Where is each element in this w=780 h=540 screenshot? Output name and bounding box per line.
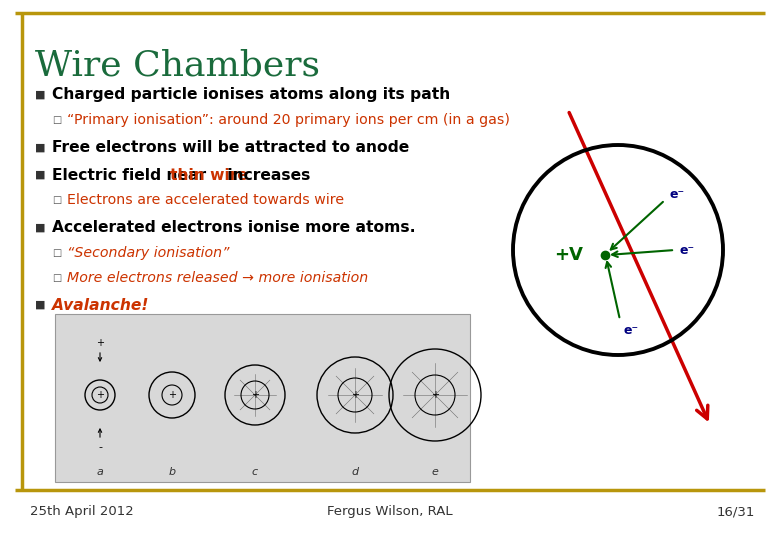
Text: 16/31: 16/31 bbox=[717, 505, 755, 518]
Text: “Secondary ionisation”: “Secondary ionisation” bbox=[67, 246, 229, 260]
Text: +: + bbox=[96, 390, 104, 400]
Text: Charged particle ionises atoms along its path: Charged particle ionises atoms along its… bbox=[52, 87, 450, 103]
Text: +V: +V bbox=[554, 246, 583, 264]
Text: +: + bbox=[431, 390, 439, 400]
Text: d: d bbox=[352, 467, 359, 477]
Text: □: □ bbox=[52, 248, 62, 258]
Text: e⁻: e⁻ bbox=[680, 244, 695, 256]
Text: increases: increases bbox=[222, 167, 310, 183]
FancyBboxPatch shape bbox=[55, 314, 470, 482]
Text: ■: ■ bbox=[35, 223, 45, 233]
Text: +: + bbox=[168, 390, 176, 400]
Text: “Primary ionisation”: around 20 primary ions per cm (in a gas): “Primary ionisation”: around 20 primary … bbox=[67, 113, 510, 127]
Text: b: b bbox=[168, 467, 176, 477]
Text: □: □ bbox=[52, 273, 62, 283]
Text: Accelerated electrons ionise more atoms.: Accelerated electrons ionise more atoms. bbox=[52, 220, 416, 235]
Text: Avalanche!: Avalanche! bbox=[52, 298, 148, 313]
Text: thin wire: thin wire bbox=[170, 167, 248, 183]
Text: a: a bbox=[97, 467, 104, 477]
Text: Wire Chambers: Wire Chambers bbox=[35, 48, 320, 82]
Text: +: + bbox=[251, 390, 259, 400]
Text: +: + bbox=[96, 338, 104, 348]
Text: Electrons are accelerated towards wire: Electrons are accelerated towards wire bbox=[67, 193, 344, 207]
Text: □: □ bbox=[52, 195, 62, 205]
Text: e⁻: e⁻ bbox=[669, 187, 684, 200]
Text: 25th April 2012: 25th April 2012 bbox=[30, 505, 133, 518]
Text: ■: ■ bbox=[35, 170, 45, 180]
Text: e: e bbox=[431, 467, 438, 477]
Text: -: - bbox=[98, 442, 102, 452]
Text: More electrons released → more ionisation: More electrons released → more ionisatio… bbox=[67, 271, 368, 285]
Text: Fergus Wilson, RAL: Fergus Wilson, RAL bbox=[327, 505, 453, 518]
Text: c: c bbox=[252, 467, 258, 477]
Text: Free electrons will be attracted to anode: Free electrons will be attracted to anod… bbox=[52, 140, 410, 156]
Text: +: + bbox=[351, 390, 359, 400]
Text: Electric field near: Electric field near bbox=[52, 167, 211, 183]
Text: ■: ■ bbox=[35, 143, 45, 153]
Text: ■: ■ bbox=[35, 90, 45, 100]
Text: ■: ■ bbox=[35, 300, 45, 310]
Text: e⁻: e⁻ bbox=[623, 323, 638, 336]
Text: □: □ bbox=[52, 115, 62, 125]
